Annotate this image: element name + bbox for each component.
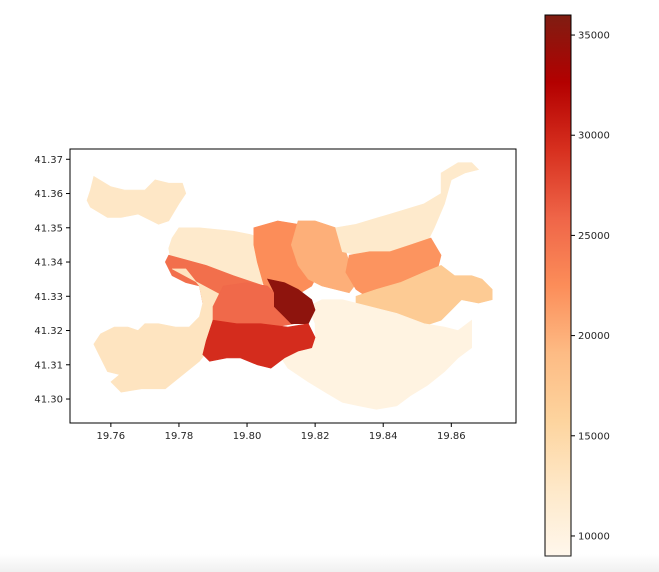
- y-tick-label: 41.35: [34, 223, 63, 234]
- colorbar-tick-label: 25000: [578, 231, 610, 242]
- colorbar-ticks: 10000 15000 20000 25000 30000 35000: [571, 31, 610, 542]
- x-tick-label: 19.76: [97, 431, 126, 442]
- y-tick-label: 41.33: [34, 292, 63, 303]
- colorbar: [544, 14, 572, 557]
- x-tick-label: 19.86: [437, 431, 466, 442]
- x-tick-label: 19.82: [301, 431, 330, 442]
- y-tick-label: 41.37: [34, 155, 63, 166]
- x-tick-label: 19.80: [233, 431, 262, 442]
- colorbar-tick-label: 35000: [578, 31, 610, 42]
- colorbar-tick-label: 30000: [578, 131, 610, 142]
- map-region-0: [86, 175, 187, 225]
- map-axes-frame: [69, 148, 517, 424]
- x-tick-label: 19.78: [165, 431, 194, 442]
- map-regions: [86, 162, 493, 410]
- colorbar-tick-label: 10000: [578, 531, 610, 542]
- map-region-4: [335, 162, 480, 256]
- window-bottom-edge: [0, 554, 659, 572]
- y-axis: 41.30 41.31 41.32 41.33 41.34 41.35 41.36 41.37: [34, 155, 70, 406]
- y-tick-label: 41.31: [34, 360, 63, 371]
- map-region-9: [93, 268, 241, 393]
- y-tick-label: 41.34: [34, 258, 63, 269]
- y-tick-label: 41.36: [34, 189, 63, 200]
- colorbar-tick-label: 15000: [578, 431, 610, 442]
- x-tick-label: 19.84: [369, 431, 398, 442]
- y-tick-label: 41.32: [34, 326, 63, 337]
- x-axis: 19.76 19.78 19.80 19.82 19.84 19.86: [97, 423, 466, 442]
- map-region-12: [202, 319, 316, 369]
- y-tick-label: 41.30: [34, 395, 63, 406]
- colorbar-tick-label: 20000: [578, 331, 610, 342]
